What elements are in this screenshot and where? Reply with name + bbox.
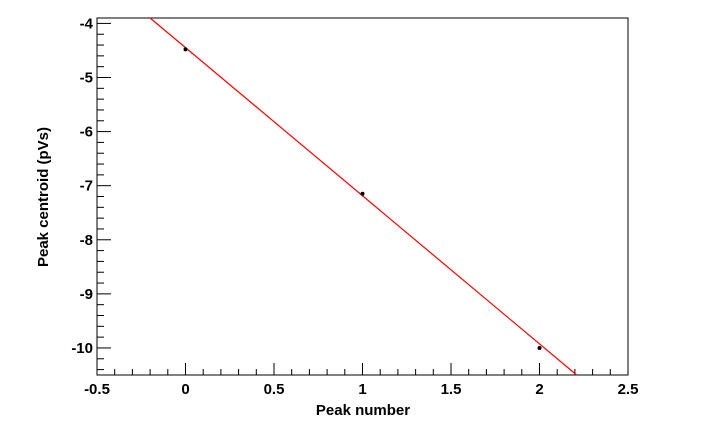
y-axis-title: Peak centroid (pVs) xyxy=(35,127,52,267)
x-tick-label: -0.5 xyxy=(84,381,110,398)
data-point xyxy=(360,191,365,196)
x-tick-label: 1.5 xyxy=(441,381,462,398)
x-tick-label: 0.5 xyxy=(264,381,285,398)
data-point xyxy=(183,47,188,52)
fit-line xyxy=(149,17,578,376)
x-tick-label: 2.5 xyxy=(618,381,639,398)
data-point xyxy=(537,345,542,350)
y-tick-label: -8 xyxy=(80,232,93,249)
y-tick-label: -9 xyxy=(80,286,93,303)
x-tick-label: 0 xyxy=(181,381,189,398)
y-tick-label: -5 xyxy=(80,70,93,87)
y-tick-label: -10 xyxy=(71,340,93,357)
x-tick-label: 2 xyxy=(535,381,543,398)
y-tick-label: -4 xyxy=(80,15,94,32)
x-tick-label: 1 xyxy=(358,381,366,398)
y-tick-label: -6 xyxy=(80,124,93,141)
x-axis-title: Peak number xyxy=(316,402,410,419)
y-tick-label: -7 xyxy=(80,178,93,195)
